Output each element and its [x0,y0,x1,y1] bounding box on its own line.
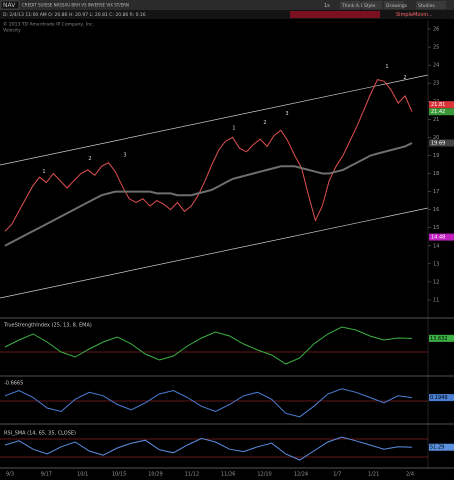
wave-label: 2 [88,156,91,162]
toolbar-button-label[interactable]: Think A.1 [341,3,363,9]
copyright: © 2013 TD Ameritrade IP Company, Inc. [3,21,94,28]
x-tick-label: 11/26 [221,472,235,478]
x-tick-label: 1/7 [333,472,341,478]
pane-title: TrueStrengthIndex (25, 13, 8, EMA) [3,323,92,329]
wave-label: 2 [263,120,266,126]
toolbar-button-label[interactable]: Studies [418,3,435,9]
pane-title: -0.6665 [4,381,23,387]
quote-bar [0,10,454,19]
last-value-tag [429,394,454,402]
x-tick-label: 10/1 [77,472,88,478]
y-tick-label: 24 [433,63,439,69]
legend-box [290,11,380,18]
channel-line [0,74,429,166]
series-line [4,326,413,365]
wave-label: 3 [123,153,126,159]
x-tick-label: 9/17 [41,472,52,478]
x-tick-label: 11/12 [185,472,199,478]
y-tick-label: 23 [433,81,439,87]
last-value-label: 0.1949 [430,395,448,401]
x-tick-label: 2/4 [406,472,414,478]
x-tick-label: 12/24 [294,472,308,478]
price-tag [429,139,454,147]
wave-label: 1 [232,125,235,131]
series-line [4,79,413,232]
y-tick-label: 11 [433,297,439,303]
price-tag [429,101,454,109]
price-tag-label: 21.81 [431,102,445,108]
wave-label: 1 [385,64,388,70]
wave-label: 1 [42,169,45,175]
last-value-label: 51.29 [430,445,444,451]
legend: SimpleMovin... [396,12,433,18]
x-tick-label: 12/10 [257,472,271,478]
y-tick-label: 12 [433,279,439,285]
symbol[interactable]: NAV [3,2,16,9]
y-tick-label: 14 [433,243,439,249]
y-tick-label: 19 [433,153,439,159]
y-tick-label: 21 [433,117,439,123]
description: CREDIT SUISSE NASSAU BRH VS INVERSE VIX … [22,3,129,8]
y-tick-label: 18 [433,171,439,177]
toolbar-button-label[interactable]: Drawings [386,3,408,9]
channel-line [0,207,429,299]
y-tick-label: 15 [433,225,439,231]
x-tick-label: 9/3 [6,472,14,478]
y-tick-label: 13 [433,261,439,267]
price-tag-label: 19.69 [431,140,445,146]
last-value-tag [429,443,454,451]
series-line [4,436,413,461]
last-value-tag [429,334,454,342]
y-tick-label: 26 [433,27,439,33]
price-tag-label: 14.48 [431,235,445,241]
price-tag-label: 21.42 [431,109,445,115]
last-value-label: 13.632 [430,336,448,342]
x-tick-label: 10/29 [148,472,162,478]
y-tick-label: 16 [433,207,439,213]
price-tag [429,233,454,241]
timeframe[interactable]: 1s [324,3,330,9]
toolbar [0,0,454,10]
x-tick-label: 10/15 [112,472,126,478]
toolbar-button[interactable] [416,1,446,9]
toolbar-button-label[interactable]: Style [364,3,376,9]
wave-label: 3 [285,111,288,117]
study-label: Velocity [3,28,21,34]
series-line [4,388,413,418]
quote: D: 2/4/13 11:00 AM O: 20.86 H: 20.97 L: … [3,12,146,18]
series-line [4,142,413,247]
x-tick-label: 1/21 [368,472,379,478]
toolbar-button[interactable] [384,1,404,9]
pane-title: RSI_SMA (14, 65, 35, CLOSE) [4,431,76,437]
y-tick-label: 17 [433,189,439,195]
price-tag [429,108,454,116]
y-tick-label: 20 [433,135,439,141]
y-tick-label: 25 [433,45,439,51]
symbol-box[interactable] [0,0,20,10]
toolbar-button[interactable] [362,1,382,9]
toolbar-button[interactable] [340,1,360,9]
wave-label: 2 [403,75,406,81]
